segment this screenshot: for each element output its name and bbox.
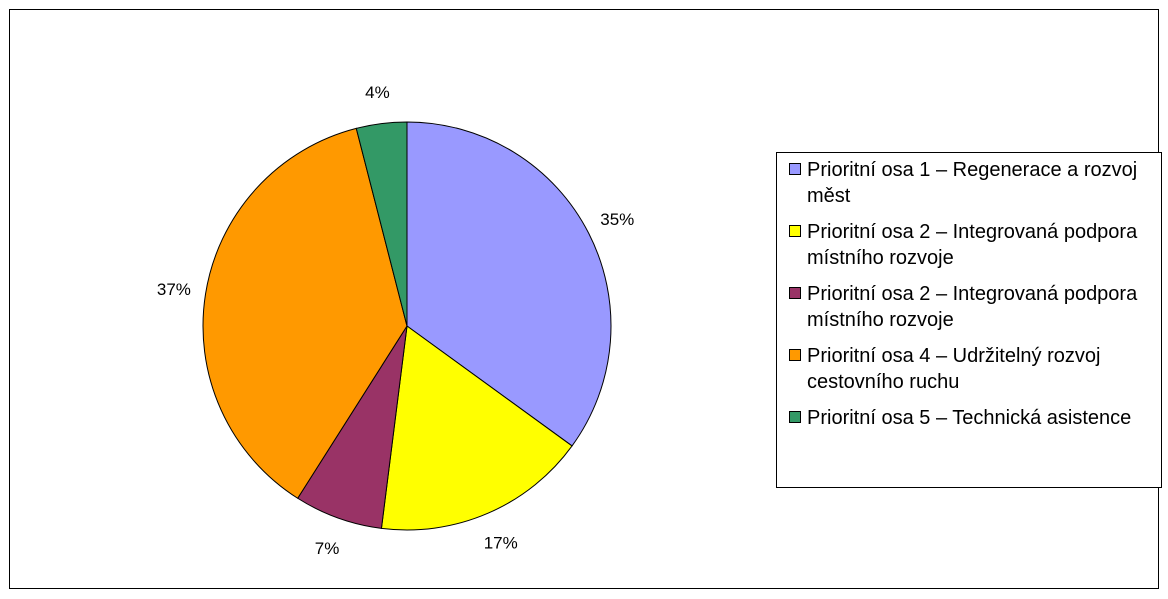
pie-slice-axis-5: [355, 121, 408, 327]
legend-item-axis-4: Prioritní osa 4 – Udržitelný rozvoj cest…: [789, 343, 1161, 395]
legend-swatch-axis-1: [789, 163, 801, 175]
legend-swatch-axis-2: [789, 225, 801, 237]
pie-slices: [202, 121, 612, 531]
legend-label-axis-4: Prioritní osa 4 – Udržitelný rozvoj cest…: [807, 345, 1101, 393]
pie-slice-axis-4: [202, 127, 408, 499]
legend-swatch-axis-3: [789, 287, 801, 299]
pie-data-labels: 35% 17% 7% 37% 4%: [157, 83, 634, 558]
legend-item-axis-5: Prioritní osa 5 – Technická asistence: [789, 405, 1161, 431]
legend-label-axis-1: Prioritní osa 1 – Regenerace a rozvoj mě…: [807, 159, 1138, 207]
legend-item-axis-1: Prioritní osa 1 – Regenerace a rozvoj mě…: [789, 157, 1161, 209]
legend-swatch-axis-5: [789, 411, 801, 423]
pie-slice-axis-1: [406, 121, 612, 447]
data-label-axis-3: 7%: [315, 539, 340, 558]
data-label-axis-2: 17%: [484, 534, 518, 553]
legend-item-axis-2: Prioritní osa 2 – Integrovaná podpora mí…: [789, 219, 1161, 271]
pie-slice-axis-2: [380, 325, 573, 531]
legend: Prioritní osa 1 – Regenerace a rozvoj mě…: [776, 152, 1162, 488]
data-label-axis-5: 4%: [365, 83, 390, 102]
legend-label-axis-2: Prioritní osa 2 – Integrovaná podpora mí…: [807, 221, 1138, 269]
legend-swatch-axis-4: [789, 349, 801, 361]
legend-item-axis-3: Prioritní osa 2 – Integrovaná podpora mí…: [789, 281, 1161, 333]
data-label-axis-4: 37%: [157, 280, 191, 299]
legend-label-axis-5: Prioritní osa 5 – Technická asistence: [807, 407, 1132, 429]
data-label-axis-1: 35%: [600, 210, 634, 229]
legend-label-axis-3: Prioritní osa 2 – Integrovaná podpora mí…: [807, 283, 1138, 331]
